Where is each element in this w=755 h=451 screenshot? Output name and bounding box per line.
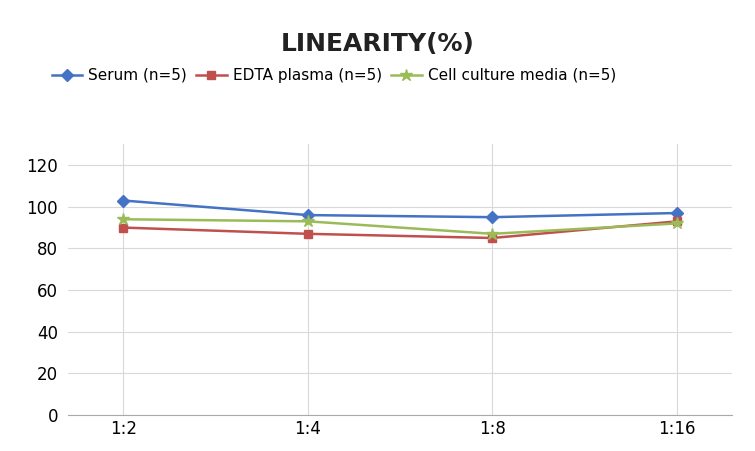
Cell culture media (n=5) [304,219,313,224]
EDTA plasma (n=5) [488,235,497,241]
Legend: Serum (n=5), EDTA plasma (n=5), Cell culture media (n=5): Serum (n=5), EDTA plasma (n=5), Cell cul… [45,62,622,89]
EDTA plasma (n=5) [119,225,128,230]
Line: Serum (n=5): Serum (n=5) [119,196,681,221]
Serum (n=5) [304,212,313,218]
Text: LINEARITY(%): LINEARITY(%) [281,32,474,55]
Cell culture media (n=5) [673,221,682,226]
Serum (n=5) [488,215,497,220]
Cell culture media (n=5) [119,216,128,222]
Cell culture media (n=5) [488,231,497,236]
Line: Cell culture media (n=5): Cell culture media (n=5) [117,213,683,240]
Serum (n=5) [673,210,682,216]
Serum (n=5) [119,198,128,203]
EDTA plasma (n=5) [673,219,682,224]
EDTA plasma (n=5) [304,231,313,236]
Line: EDTA plasma (n=5): EDTA plasma (n=5) [119,217,681,242]
